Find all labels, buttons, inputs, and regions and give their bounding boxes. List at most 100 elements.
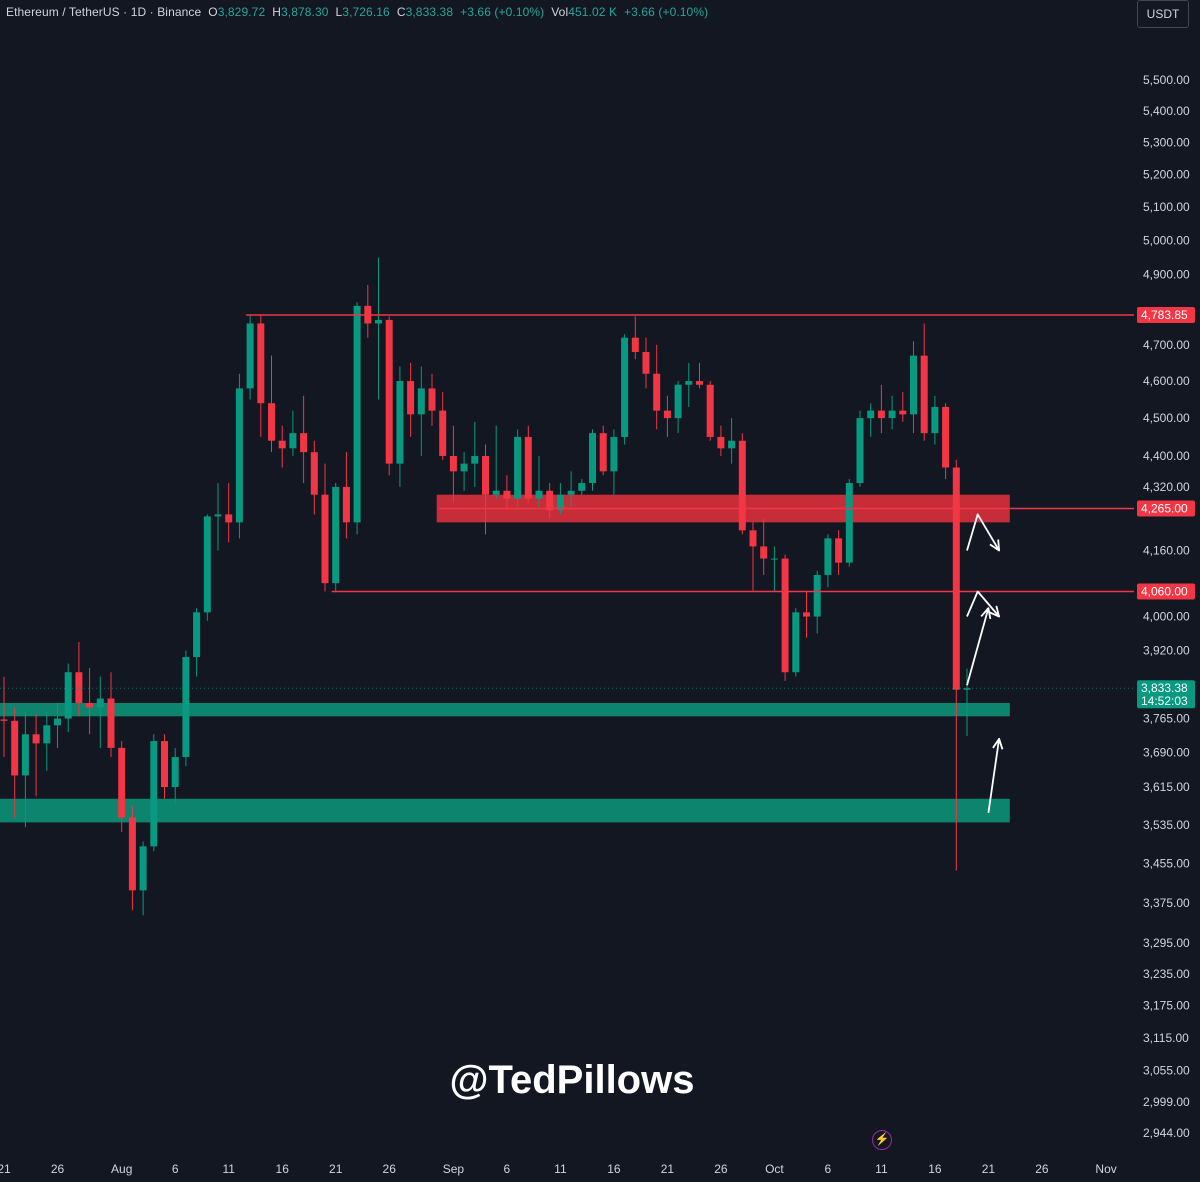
candle-body <box>246 323 254 389</box>
y-tick-label: 3,115.00 <box>1143 1031 1189 1045</box>
candle-body <box>310 452 318 495</box>
candle-body <box>867 410 875 419</box>
y-tick-label: 5,400.00 <box>1143 104 1190 118</box>
projection-arrow-1 <box>966 590 1000 618</box>
candle-body <box>942 406 950 468</box>
candle-body <box>845 482 853 563</box>
x-tick-label: 16 <box>928 1162 942 1176</box>
y-tick-label: 5,000.00 <box>1143 234 1190 248</box>
candle-body <box>54 718 61 726</box>
candle-body <box>631 337 639 353</box>
y-tick-label: 3,375.00 <box>1143 896 1190 910</box>
candle-body <box>385 319 393 464</box>
y-tick-label: 4,500.00 <box>1143 411 1190 425</box>
candle-body <box>86 702 94 708</box>
candle-body <box>161 741 168 788</box>
change-value: +3.66 (+0.10%) <box>460 5 545 19</box>
candle-body <box>342 486 350 523</box>
candle-body <box>546 490 554 511</box>
candle-body <box>524 436 532 499</box>
x-tick-label: 21 <box>329 1162 343 1176</box>
candle-body <box>64 672 72 719</box>
candle-body <box>107 698 115 748</box>
candle-body <box>760 546 768 559</box>
lightning-icon[interactable]: ⚡ <box>872 1130 892 1150</box>
close-value: 3,833.38 <box>405 5 454 19</box>
y-tick-label: 2,999.00 <box>1143 1095 1190 1109</box>
x-tick-label: 21 <box>982 1162 996 1176</box>
x-tick-label: 11 <box>222 1162 235 1176</box>
projection-arrow-3 <box>987 738 1000 814</box>
close-label: C <box>396 5 406 19</box>
y-tick-label: 4,320.00 <box>1143 480 1190 494</box>
candle-body <box>770 558 778 560</box>
level-price-tag-0-text: 4,783.85 <box>1141 308 1188 322</box>
y-tick-label: 4,600.00 <box>1143 374 1190 388</box>
high-label: H <box>272 5 281 19</box>
candle-body <box>482 455 489 495</box>
candle-body <box>514 436 522 499</box>
candle-body <box>621 337 629 437</box>
projection-arrow-head-2 <box>980 607 992 620</box>
y-tick-label: 5,200.00 <box>1143 168 1190 182</box>
x-tick-label: 6 <box>504 1162 511 1176</box>
currency-button[interactable]: USDT <box>1137 0 1189 28</box>
candle-body <box>877 410 885 419</box>
y-tick-label: 3,055.00 <box>1143 1064 1190 1078</box>
candle-body <box>963 688 971 690</box>
candle-body <box>589 433 596 483</box>
last-price-tag-text: 3,833.38 <box>1141 681 1188 695</box>
candle-body <box>0 719 8 721</box>
candle-body <box>728 440 736 449</box>
candle-body <box>289 433 297 449</box>
open-label: O <box>208 5 218 19</box>
candle-body <box>749 530 757 547</box>
candle-body <box>824 538 832 575</box>
candle-body <box>21 734 29 776</box>
x-tick-label: 21 <box>0 1162 11 1176</box>
candle-body <box>300 433 308 453</box>
y-tick-label: 4,900.00 <box>1143 268 1190 282</box>
candle-body <box>856 418 864 483</box>
candle-body <box>449 455 457 472</box>
candle-body <box>43 725 51 744</box>
candle-body <box>696 381 703 385</box>
candle-body <box>235 388 243 523</box>
projection-arrow-head-3 <box>992 737 1004 750</box>
candle-body <box>268 403 275 441</box>
y-tick-label: 4,160.00 <box>1143 543 1190 557</box>
candle-body <box>439 410 447 456</box>
x-tick-label: 11 <box>554 1162 567 1176</box>
candle-body <box>139 846 147 891</box>
projection-arrow-head-1 <box>988 605 1000 618</box>
high-value: 3,878.30 <box>281 5 329 19</box>
candle-body <box>193 612 201 658</box>
symbol-title[interactable]: Ethereum / TetherUS · 1D · Binance <box>6 5 202 19</box>
candle-body <box>803 612 810 617</box>
candle-body <box>599 433 607 472</box>
x-axis: 21 26 Aug 6 11 16 21 26 Sep 6 11 16 21 26 Oct 6 11 16 21 26… <box>0 1162 1117 1176</box>
x-tick-label: 6 <box>825 1162 832 1176</box>
candle-body <box>663 410 671 419</box>
candle-body <box>931 406 939 434</box>
candle-body <box>396 381 404 464</box>
candle-body <box>781 558 789 673</box>
x-tick-label: Sep <box>443 1162 465 1176</box>
x-tick-label: 26 <box>383 1162 397 1176</box>
level-price-tag-1-bg <box>1137 583 1195 600</box>
candle-body <box>738 440 746 531</box>
y-axis: 5,500.00 5,400.00 5,300.00 5,200.00 5,100.00… <box>1137 73 1195 1140</box>
candle-body <box>214 514 222 517</box>
y-tick-label: 3,920.00 <box>1143 644 1190 658</box>
low-value: 3,726.16 <box>342 5 390 19</box>
volume-label: Vol <box>551 5 569 19</box>
x-tick-label: 21 <box>661 1162 675 1176</box>
chart-legend: Ethereum / TetherUS · 1D · Binance O3,829… <box>6 5 708 19</box>
candle-body <box>717 436 725 449</box>
y-tick-label: 3,175.00 <box>1143 999 1190 1013</box>
y-tick-label: 2,944.00 <box>1143 1126 1190 1140</box>
x-tick-label: Aug <box>111 1162 132 1176</box>
candle-body <box>910 355 917 415</box>
